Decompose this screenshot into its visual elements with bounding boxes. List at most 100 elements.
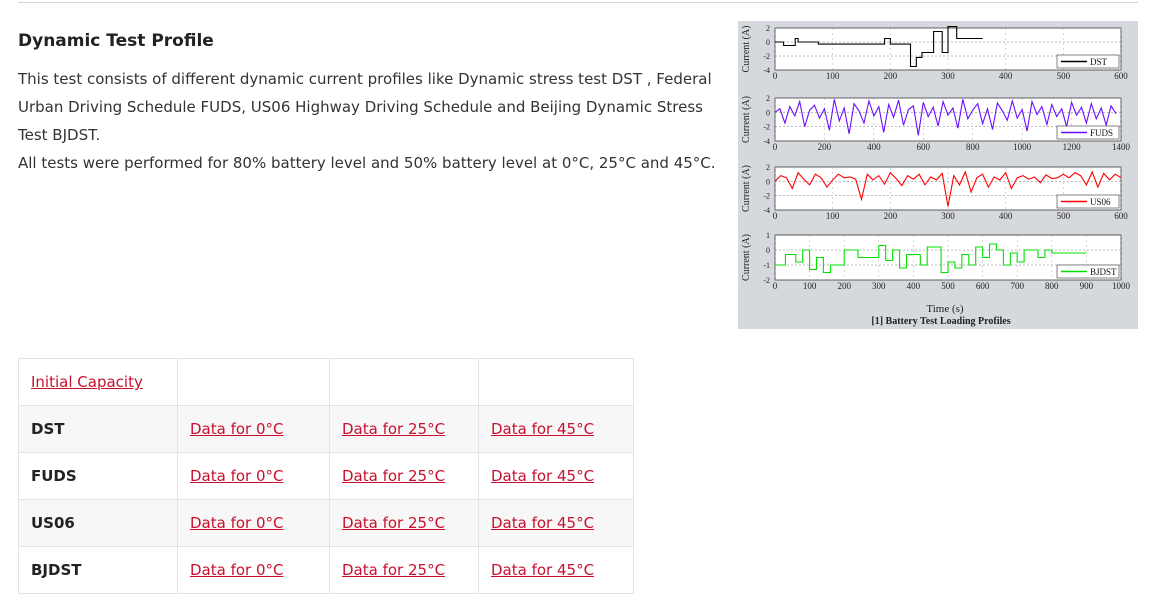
- table-row: BJDST Data for 0°C Data for 25°C Data fo…: [18, 546, 634, 594]
- y-tick-label: 2: [766, 24, 770, 33]
- table-row: FUDS Data for 0°C Data for 25°C Data for…: [18, 452, 634, 500]
- x-tick-label: 500: [1057, 71, 1071, 81]
- legend-box: [1056, 194, 1120, 209]
- x-tick-label: 0: [773, 211, 778, 221]
- y-axis-title: Current (A): [741, 165, 752, 212]
- data-link-25c[interactable]: Data for 25°C: [342, 514, 446, 532]
- y-tick-label: -2: [763, 276, 770, 285]
- y-tick-label: -4: [763, 66, 770, 75]
- x-tick-label: 400: [999, 71, 1013, 81]
- x-tick-label: 700: [1010, 281, 1024, 291]
- data-link-45c[interactable]: Data for 45°C: [491, 467, 595, 485]
- x-tick-label: 300: [872, 281, 886, 291]
- legend-label: US06: [1090, 197, 1111, 207]
- y-axis-title: Current (A): [741, 234, 752, 281]
- x-tick-label: 200: [837, 281, 851, 291]
- x-tick-label: 200: [818, 142, 832, 152]
- series-line: [775, 26, 983, 68]
- x-tick-label: 1000: [1013, 142, 1032, 152]
- profile-label: US06: [31, 514, 75, 532]
- profile-label: DST: [31, 420, 65, 438]
- x-tick-label: 1400: [1112, 142, 1131, 152]
- initial-capacity-link[interactable]: Initial Capacity: [31, 373, 143, 391]
- empty-cell: [177, 358, 330, 406]
- y-tick-label: 2: [766, 94, 770, 103]
- y-tick-label: -1: [763, 261, 770, 270]
- x-tick-label: 300: [941, 211, 955, 221]
- profiles-chart: Time (s) [1] Battery Test Loading Profil…: [741, 24, 1131, 327]
- battery-test-figure: Time (s) [1] Battery Test Loading Profil…: [738, 21, 1138, 329]
- data-link-0c[interactable]: Data for 0°C: [190, 420, 284, 438]
- y-tick-label: -2: [763, 52, 770, 61]
- x-tick-label: 600: [917, 142, 931, 152]
- data-link-25c[interactable]: Data for 25°C: [342, 561, 446, 579]
- section-description: This test consists of different dynamic …: [18, 65, 718, 177]
- legend-label: BJDST: [1090, 267, 1117, 277]
- data-link-0c[interactable]: Data for 0°C: [190, 467, 284, 485]
- description-line: This test consists of different dynamic …: [18, 70, 712, 88]
- empty-cell: [329, 358, 479, 406]
- series-line: [774, 170, 1122, 207]
- y-tick-label: 0: [766, 38, 770, 47]
- data-link-25c[interactable]: Data for 25°C: [342, 420, 446, 438]
- table-row: DST Data for 0°C Data for 25°C Data for …: [18, 405, 634, 453]
- data-link-0c[interactable]: Data for 0°C: [190, 514, 284, 532]
- x-tick-label: 0: [773, 142, 778, 152]
- x-tick-label: 600: [1114, 71, 1128, 81]
- top-divider: [18, 2, 1138, 3]
- x-tick-label: 800: [1045, 281, 1059, 291]
- y-tick-label: 1: [766, 231, 770, 240]
- section-title: Dynamic Test Profile: [18, 31, 214, 51]
- x-tick-label: 500: [1057, 211, 1071, 221]
- data-link-45c[interactable]: Data for 45°C: [491, 420, 595, 438]
- data-link-25c[interactable]: Data for 25°C: [342, 467, 446, 485]
- y-tick-label: -4: [763, 206, 770, 215]
- profile-label: FUDS: [31, 467, 77, 485]
- x-tick-label: 400: [999, 211, 1013, 221]
- x-tick-label: 100: [826, 211, 840, 221]
- series-line: [774, 98, 1117, 136]
- x-tick-label: 0: [773, 281, 778, 291]
- x-tick-label: 800: [966, 142, 980, 152]
- x-tick-label: 600: [976, 281, 990, 291]
- y-tick-label: 0: [766, 246, 770, 255]
- x-tick-label: 1000: [1112, 281, 1131, 291]
- description-line: Test BJDST.: [18, 126, 101, 144]
- profile-label: BJDST: [31, 561, 82, 579]
- legend-box: [1056, 54, 1120, 69]
- y-tick-label: -2: [763, 192, 770, 201]
- x-tick-label: 600: [1114, 211, 1128, 221]
- x-tick-label: 400: [867, 142, 881, 152]
- data-link-45c[interactable]: Data for 45°C: [491, 514, 595, 532]
- x-tick-label: 100: [826, 71, 840, 81]
- x-tick-label: 900: [1080, 281, 1094, 291]
- description-line: All tests were performed for 80% battery…: [18, 154, 716, 172]
- y-axis-title: Current (A): [741, 96, 752, 143]
- y-tick-label: 0: [766, 108, 770, 117]
- legend-label: DST: [1090, 57, 1108, 67]
- x-tick-label: 0: [773, 71, 778, 81]
- data-link-45c[interactable]: Data for 45°C: [491, 561, 595, 579]
- x-tick-label: 100: [803, 281, 817, 291]
- x-tick-label: 200: [884, 71, 898, 81]
- x-tick-label: 200: [884, 211, 898, 221]
- x-tick-label: 1200: [1063, 142, 1082, 152]
- data-link-0c[interactable]: Data for 0°C: [190, 561, 284, 579]
- table-row: US06 Data for 0°C Data for 25°C Data for…: [18, 499, 634, 547]
- legend-box: [1056, 125, 1120, 140]
- y-tick-label: 2: [766, 163, 770, 172]
- figure-caption: [1] Battery Test Loading Profiles: [871, 316, 1010, 327]
- legend-label: FUDS: [1090, 128, 1113, 138]
- x-axis-title: Time (s): [926, 303, 964, 315]
- y-axis-title: Current (A): [741, 26, 752, 73]
- x-tick-label: 300: [941, 71, 955, 81]
- data-table: Initial Capacity DST Data for 0°C Data f…: [18, 358, 634, 594]
- x-tick-label: 400: [907, 281, 921, 291]
- y-tick-label: 0: [766, 177, 770, 186]
- series-line: [775, 243, 1087, 274]
- y-tick-label: -2: [763, 123, 770, 132]
- empty-cell: [478, 358, 634, 406]
- table-header-row: Initial Capacity: [18, 358, 634, 406]
- legend-box: [1056, 264, 1120, 279]
- x-tick-label: 500: [941, 281, 955, 291]
